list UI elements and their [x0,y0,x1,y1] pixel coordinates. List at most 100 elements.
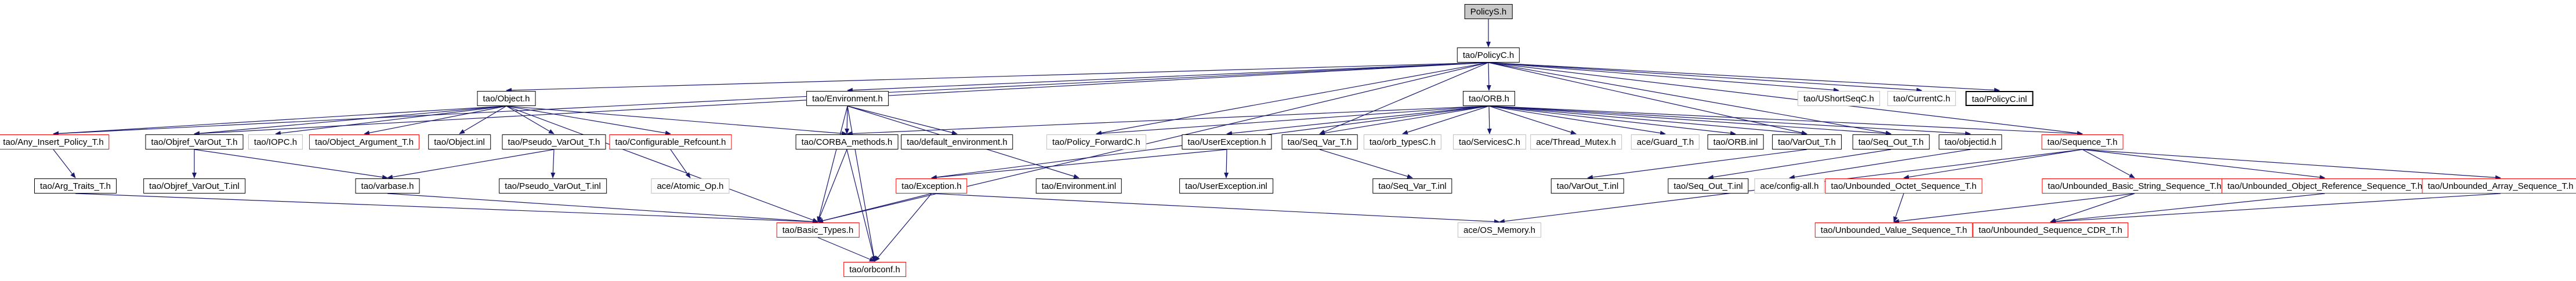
node-orbconf[interactable]: tao/orbconf.h [843,262,906,277]
edge-object_h-to-corba_methods [506,105,847,136]
edge-orb_h-to-seq_var_t_h [1319,105,1490,136]
node-unb-octet[interactable]: tao/Unbounded_Octet_Sequence_T.h [1825,178,1983,194]
edge-policyc_h-to-orb_h [1486,62,1491,91]
node-seq-var-inl[interactable]: tao/Seq_Var_T.inl [1372,178,1452,194]
edge-orb_h-to-userexception_h [1226,105,1490,136]
edge-policyc_h-to-object_h [506,62,1489,93]
node-sequence-t-h[interactable]: tao/Sequence_T.h [2041,134,2124,149]
node-varout-inl[interactable]: tao/VarOut_T.inl [1550,178,1625,194]
edge-sequence_t_h-to-unb_octet [1903,149,2083,180]
node-object-inl[interactable]: tao/Object.inl [428,134,491,149]
edge-exception_h-to-orbconf [874,193,932,262]
node-policyc-h[interactable]: tao/PolicyC.h [1457,48,1520,63]
edge-orb_h-to-servicesc [1487,105,1492,134]
node-varout-t-h[interactable]: tao/VarOut_T.h [1772,134,1842,149]
edge-policyc_h-to-environment_h [847,62,1489,93]
edge-orb_h-to-objectid_h [1488,105,1971,136]
node-orb-h[interactable]: tao/ORB.h [1462,91,1516,106]
edge-unb_basic_string-to-unb_value [1893,193,2135,224]
edge-orb_h-to-corba_methods [846,105,1490,136]
edge-object_h-to-iopc_h [275,105,507,136]
edge-orb_h-to-policy_forwardc [1096,105,1490,136]
edge-userexception_h-to-exception_h [931,149,1227,180]
edge-policyc_h-to-sequence_t_h [1488,62,2083,136]
node-pseudo-varout-inl[interactable]: tao/Pseudo_VarOut_T.inl [499,178,607,194]
node-atomic-op: ace/Atomic_Op.h [651,178,730,194]
node-objref-varout-t-h[interactable]: tao/Objref_VarOut_T.h [145,134,244,149]
edge-orb_h-to-varout_t_h [1488,105,1807,136]
node-policys-h: PolicyS.h [1464,4,1513,19]
node-pseudo-varout-t-h[interactable]: tao/Pseudo_VarOut_T.h [502,134,606,149]
node-userexception-inl[interactable]: tao/UserException.inl [1179,178,1273,194]
edge-corba_methods-to-orbconf [846,149,876,262]
node-thread-mutex: ace/Thread_Mutex.h [1530,134,1622,149]
edge-object_h-to-objref_varout_t_h [194,105,507,136]
node-guard-t: ace/Guard_T.h [1631,134,1700,149]
node-unb-value[interactable]: tao/Unbounded_Value_Sequence_T.h [1814,222,1973,238]
node-object-argument[interactable]: tao/Object_Argument_T.h [309,134,420,149]
edge-exception_h-to-basic_types [817,193,932,223]
node-iopc-h: tao/IOPC.h [248,134,303,149]
edge-unb_objref-to-unb_cdr [2050,193,2325,224]
edge-policyc_h-to-policy_forwardc [1096,62,1489,136]
edge-objref_varout_t_h-to-varbase [194,149,388,180]
edge-pseudo_varout_t_h-to-pseudo_varout_inl [550,149,556,178]
node-default-environment[interactable]: tao/default_environment.h [901,134,1013,149]
node-configurable-refcount[interactable]: tao/Configurable_Refcount.h [609,134,732,149]
edge-sequence_t_h-to-unb_array [2082,149,2501,180]
node-unb-objref[interactable]: tao/Unbounded_Object_Reference_Sequence_… [2221,178,2429,194]
edge-varout_t_h-to-varout_inl [1587,149,1807,180]
edge-object_h-to-any_insert [53,105,507,136]
edge-sequence_t_h-to-unb_objref [2082,149,2325,180]
node-servicesc: tao/ServicesC.h [1453,134,1526,149]
node-policy-forwardc: tao/Policy_ForwardC.h [1046,134,1146,149]
node-userexception-h[interactable]: tao/UserException.h [1182,134,1272,149]
edge-object_h-to-pseudo_varout_t_h [506,105,555,134]
edge-unb_basic_string-to-unb_cdr [2050,193,2135,222]
edge-any_insert-to-arg_traits [53,149,76,178]
edge-object_h-to-basic_types [506,105,818,222]
node-objectid-h[interactable]: tao/objectid.h [1939,134,2002,149]
node-currentc-h: tao/CurrentC.h [1887,91,1957,106]
node-environment-inl[interactable]: tao/Environment.inl [1035,178,1122,194]
edge-orb_h-to-orb_typesc [1402,105,1490,135]
node-exception-h[interactable]: tao/Exception.h [896,178,968,194]
node-seq-out-inl[interactable]: tao/Seq_Out_T.inl [1668,178,1749,194]
node-corba-methods[interactable]: tao/CORBA_methods.h [795,134,898,149]
node-unb-basic-string[interactable]: tao/Unbounded_Basic_String_Sequence_T.h [2042,178,2227,194]
node-objref-varout-inl[interactable]: tao/Objref_VarOut_T.inl [143,178,245,194]
edge-pseudo_varout_t_h-to-varbase [387,149,555,180]
edge-unb_array-to-unb_cdr [2050,193,2501,224]
edge-object_h-to-object_argument [364,105,507,136]
edge-userexception_h-to-userexception_inl [1224,149,1229,178]
node-unb-cdr[interactable]: tao/Unbounded_Sequence_CDR_T.h [1973,222,2128,238]
edge-policyc_h-to-ushortseqc_h [1488,62,1839,93]
node-unb-array[interactable]: tao/Unbounded_Array_Sequence_T.h [2422,178,2576,194]
edge-environment_h-to-default_environment [847,105,958,135]
edge-orb_h-to-thread_mutex [1488,105,1577,135]
node-seq-out-t-h[interactable]: tao/Seq_Out_T.h [1852,134,1930,149]
node-basic-types[interactable]: tao/Basic_Types.h [776,222,860,238]
edge-varbase-to-basic_types [387,193,818,224]
node-arg-traits[interactable]: tao/Arg_Traits_T.h [34,178,117,194]
node-environment-h[interactable]: tao/Environment.h [806,91,889,106]
edge-policyc_h-to-any_insert [53,62,1489,136]
edge-basic_types-to-orbconf [817,237,875,262]
edge-orb_h-to-orb_inl [1488,105,1736,136]
edge-environment_h-to-basic_types [817,105,848,222]
node-policyc-inl[interactable]: tao/PolicyC.inl [1965,91,2034,106]
node-object-h[interactable]: tao/Object.h [477,91,536,106]
node-os-memory: ace/OS_Memory.h [1458,222,1541,238]
edge-seq_var_t_h-to-seq_var_inl [1319,149,1413,179]
edge-policyc_h-to-policyc_inl [1488,62,2000,93]
edge-orb_h-to-guard_t [1488,105,1666,136]
node-varbase[interactable]: tao/varbase.h [355,178,420,194]
node-any-insert[interactable]: tao/Any_Insert_Policy_T.h [0,134,110,149]
edge-arg_traits-to-basic_types [75,193,818,224]
node-config-all: ace/config-all.h [1754,178,1825,194]
edge-object_h-to-object_inl [459,105,507,134]
node-seq-var-t-h[interactable]: tao/Seq_Var_T.h [1281,134,1358,149]
node-orb-typesc: tao/orb_typesC.h [1363,134,1442,149]
node-orb-inl[interactable]: tao/ORB.inl [1707,134,1764,149]
edge-configurable_refcount-to-atomic_op [670,149,691,178]
